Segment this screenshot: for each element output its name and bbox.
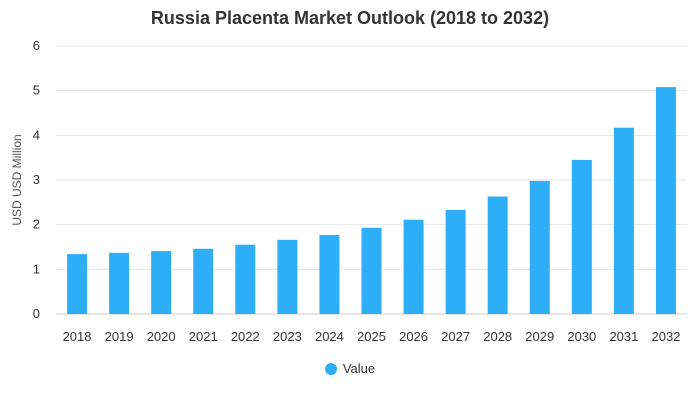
legend-label: Value — [342, 361, 376, 376]
y-tick-label: 6 — [33, 38, 40, 53]
x-tick-label: 2026 — [399, 329, 428, 344]
bar-2028 — [487, 196, 508, 314]
x-tick-label: 2020 — [147, 329, 176, 344]
x-tick-label: 2023 — [273, 329, 302, 344]
y-tick-label: 5 — [33, 83, 40, 98]
bar-2021 — [193, 248, 214, 314]
x-tick-label: 2018 — [63, 329, 92, 344]
x-tick-label: 2028 — [483, 329, 512, 344]
chart-title: Russia Placenta Market Outlook (2018 to … — [150, 8, 550, 28]
x-tick-label: 2019 — [105, 329, 134, 344]
y-tick-label: 3 — [33, 172, 40, 187]
x-tick-label: 2029 — [525, 329, 554, 344]
x-tick-label: 2025 — [357, 329, 386, 344]
x-tick-label: 2022 — [231, 329, 260, 344]
y-tick-label: 0 — [33, 306, 40, 321]
bar-2023 — [277, 239, 298, 314]
bar-2018 — [67, 254, 88, 314]
bar-2026 — [403, 219, 424, 314]
bar-2027 — [445, 209, 466, 314]
y-axis-label: USD USD Million — [10, 134, 24, 225]
x-tick-label: 2030 — [567, 329, 596, 344]
x-tick-label: 2021 — [189, 329, 218, 344]
bar-2022 — [235, 244, 256, 314]
x-tick-label: 2032 — [652, 329, 681, 344]
bar-2029 — [529, 180, 550, 314]
bar-2019 — [109, 252, 130, 314]
y-tick-label: 1 — [33, 261, 40, 276]
bar-2031 — [613, 127, 634, 315]
legend-swatch-icon — [324, 362, 337, 375]
y-tick-label: 2 — [33, 217, 40, 232]
x-tick-label: 2027 — [441, 329, 470, 344]
bar-2025 — [361, 227, 382, 314]
x-tick-label: 2024 — [315, 329, 344, 344]
bar-2032 — [655, 87, 676, 315]
bar-2030 — [571, 159, 592, 314]
bar-2020 — [151, 251, 172, 314]
x-tick-label: 2031 — [609, 329, 638, 344]
chart-legend[interactable]: Value — [0, 361, 700, 376]
y-tick-label: 4 — [33, 127, 40, 142]
bar-2024 — [319, 234, 340, 314]
